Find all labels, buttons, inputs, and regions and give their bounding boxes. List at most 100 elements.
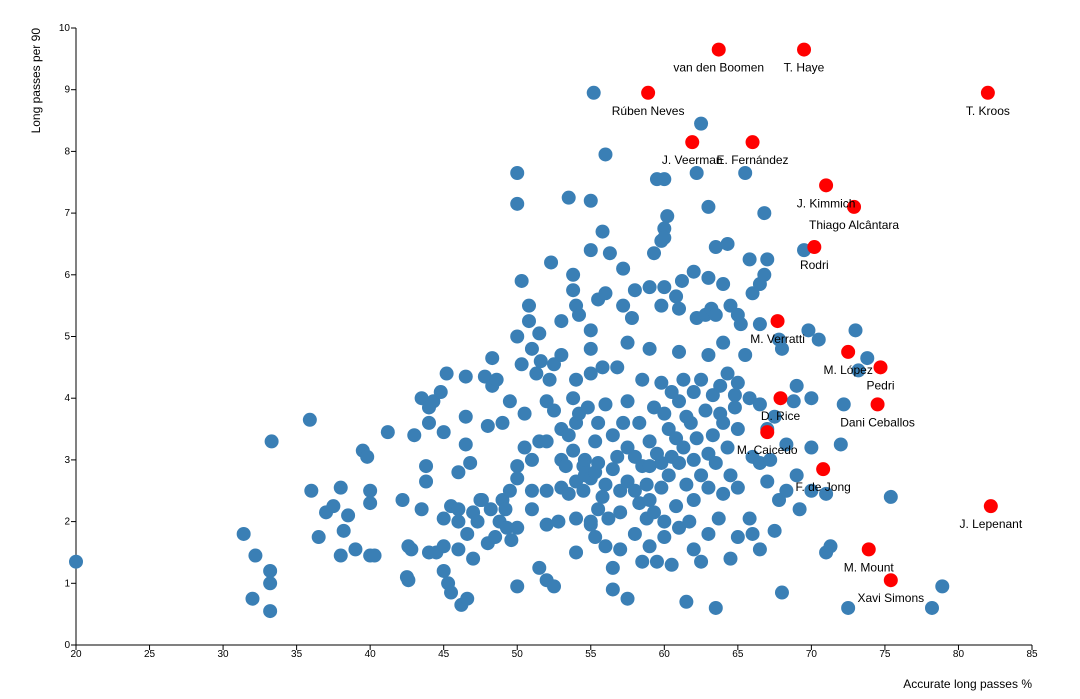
data-point: [474, 493, 489, 508]
data-point: [485, 351, 500, 366]
data-point: [708, 307, 723, 322]
data-point: [642, 341, 657, 356]
data-point: [833, 437, 848, 452]
data-point: [752, 397, 767, 412]
data-point: [605, 462, 620, 477]
data-point: [588, 530, 603, 545]
data-point: [610, 360, 625, 375]
data-point: [499, 520, 514, 535]
data-point: [711, 511, 726, 526]
data-point: [554, 348, 569, 363]
data-point: [524, 452, 539, 467]
data-point: [583, 514, 598, 529]
data-point: [302, 412, 317, 427]
data-point: [583, 193, 598, 208]
data-point: [742, 391, 757, 406]
player-label: F. de Jong: [795, 480, 850, 494]
data-point: [245, 591, 260, 606]
player-label: J. Kimmich: [797, 196, 856, 210]
data-point: [336, 523, 351, 538]
data-point: [595, 489, 610, 504]
data-point: [502, 483, 517, 498]
data-point: [804, 440, 819, 455]
player-label: M. Verratti: [750, 332, 805, 346]
data-point: [598, 286, 613, 301]
data-point: [569, 511, 584, 526]
data-point: [654, 480, 669, 495]
data-point: [458, 437, 473, 452]
data-point: [363, 496, 378, 511]
y-tick-label: 2: [64, 517, 70, 528]
data-point: [510, 520, 525, 535]
data-point: [263, 576, 278, 591]
data-point: [642, 434, 657, 449]
data-point: [591, 415, 606, 430]
data-point: [460, 526, 475, 541]
data-point: [789, 468, 804, 483]
data-point: [263, 563, 278, 578]
data-point: [605, 428, 620, 443]
data-point: [558, 459, 573, 474]
data-point: [716, 415, 731, 430]
x-tick-label: 65: [732, 649, 744, 660]
data-point: [676, 440, 691, 455]
data-point: [767, 523, 782, 538]
data-point: [514, 273, 529, 288]
data-point: [672, 301, 687, 316]
highlight-point: [641, 85, 656, 100]
data-point: [524, 483, 539, 498]
data-point: [504, 533, 519, 548]
y-tick-label: 3: [64, 455, 70, 466]
data-point: [757, 206, 772, 221]
data-point: [572, 307, 587, 322]
data-point: [752, 317, 767, 332]
highlight-point: [819, 178, 834, 193]
data-point: [627, 283, 642, 298]
data-point: [683, 415, 698, 430]
data-point: [605, 582, 620, 597]
data-point: [539, 517, 554, 532]
data-point: [333, 548, 348, 563]
data-point: [583, 243, 598, 258]
y-tick-label: 10: [59, 23, 71, 34]
highlight-point: [870, 397, 885, 412]
data-point: [598, 477, 613, 492]
data-point: [451, 514, 466, 529]
data-point: [679, 477, 694, 492]
data-point: [679, 594, 694, 609]
y-tick-label: 6: [64, 270, 70, 281]
data-point: [657, 280, 672, 295]
data-point: [529, 366, 544, 381]
y-axis-title: Long passes per 90: [29, 28, 43, 134]
data-point: [779, 437, 794, 452]
data-point: [524, 502, 539, 517]
data-point: [649, 554, 664, 569]
data-point: [498, 502, 513, 517]
data-point: [672, 394, 687, 409]
player-label: D. Rice: [761, 409, 801, 423]
player-label: van den Boomen: [673, 61, 764, 75]
data-point: [701, 480, 716, 495]
data-point: [566, 443, 581, 458]
player-label: M. Mount: [844, 560, 895, 574]
data-point: [672, 344, 687, 359]
data-point: [642, 539, 657, 554]
data-point: [532, 326, 547, 341]
player-label: Rodri: [800, 258, 829, 272]
x-tick-label: 85: [1026, 649, 1038, 660]
data-point: [586, 85, 601, 100]
data-point: [510, 459, 525, 474]
data-point: [602, 246, 617, 261]
data-point: [510, 165, 525, 180]
data-point: [686, 452, 701, 467]
data-point: [533, 354, 548, 369]
data-point: [561, 486, 576, 501]
data-point: [521, 314, 536, 329]
data-point: [716, 486, 731, 501]
data-point: [236, 526, 251, 541]
data-point: [561, 190, 576, 205]
data-point: [591, 455, 606, 470]
data-point: [569, 372, 584, 387]
data-point: [883, 489, 898, 504]
data-point: [580, 400, 595, 415]
